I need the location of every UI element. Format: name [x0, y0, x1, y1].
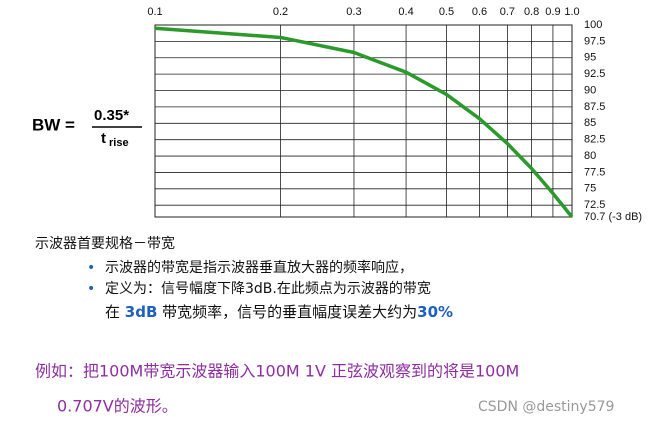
- example-line: 例如：把100M带宽示波器输入100M 1V 正弦波观察到的将是100M: [35, 362, 519, 381]
- x-tick-label: 0.7: [500, 6, 515, 18]
- y-tick-label: 77.5: [584, 166, 605, 178]
- text-highlight: 30%: [417, 303, 453, 321]
- bullet-dot: •: [87, 260, 95, 276]
- x-tick-label: 0.9: [545, 6, 560, 18]
- x-tick-label: 1.0: [564, 6, 579, 18]
- formula: BW = 0.35* t rise: [32, 107, 142, 149]
- text-part: 带宽频率，信号的垂直幅度误差大约为: [157, 303, 417, 321]
- response-curve: [154, 26, 574, 219]
- bullet-dot: •: [87, 281, 95, 297]
- formula-denominator: t: [101, 130, 106, 147]
- formula-lhs: BW =: [32, 115, 75, 134]
- y-tick-label: 75: [584, 183, 596, 195]
- y-tick-label: 80: [584, 150, 596, 162]
- y-tick-label: 92.5: [584, 68, 605, 80]
- y-tick-label: 95: [584, 52, 596, 64]
- y-tick-label: 87.5: [584, 101, 605, 113]
- example-line: 0.707V的波形。: [57, 397, 178, 416]
- x-tick-label: 0.5: [439, 6, 454, 18]
- formula-numerator: 0.35*: [94, 107, 129, 124]
- watermark: CSDN @destiny579: [478, 399, 614, 415]
- y-tick-label: 85: [584, 117, 596, 129]
- plot: 70.7 (-3 dB)72.5 75 77.5 80 82.5 85 87.5 90 92.5…: [147, 6, 642, 223]
- y-tick-label: 82.5: [584, 134, 605, 146]
- x-tick-label: 0.1: [147, 6, 162, 18]
- text-highlight: 3dB: [125, 303, 158, 321]
- bullet: 示波器的带宽是指示波器垂直放大器的频率响应，: [105, 259, 413, 276]
- formula-subscript: rise: [109, 137, 129, 149]
- continuation: 在 3dB 带宽频率，信号的垂直幅度误差大约为30%: [105, 303, 453, 321]
- x-tick-label: 0.8: [524, 6, 539, 18]
- y-tick-label: 70.7 (-3 dB): [584, 211, 642, 223]
- x-tick-label: 0.2: [273, 6, 288, 18]
- x-tick-label: 0.4: [398, 6, 413, 18]
- plot-frame: [154, 24, 573, 218]
- y-tick-label: 90: [584, 84, 596, 96]
- text-part: 在: [105, 303, 125, 321]
- y-tick-label: 72.5: [584, 199, 605, 211]
- y-tick-label: 97.5: [584, 35, 605, 47]
- y-tick-label: 100: [584, 19, 602, 31]
- x-tick-label: 0.6: [472, 6, 487, 18]
- bullet: 定义为：信号幅度下降3dB.在此频点为示波器的带宽: [105, 280, 431, 297]
- heading: 示波器首要规格－带宽: [35, 235, 175, 252]
- x-tick-label: 0.3: [346, 6, 361, 18]
